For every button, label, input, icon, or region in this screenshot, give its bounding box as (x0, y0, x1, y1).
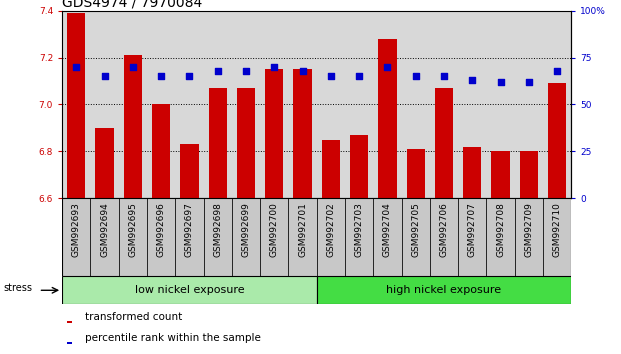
Text: stress: stress (3, 283, 32, 293)
Text: GSM992707: GSM992707 (468, 202, 477, 257)
Bar (232, 198, 260, 276)
Bar (204, 198, 232, 276)
Text: GSM992708: GSM992708 (496, 202, 505, 257)
Text: percentile rank within the sample: percentile rank within the sample (85, 333, 261, 343)
Bar (486, 198, 515, 276)
Bar (152, 104, 170, 198)
Point (524, 79, 534, 85)
Bar (67, 321, 73, 323)
Bar (317, 198, 345, 276)
Text: GSM992695: GSM992695 (129, 202, 137, 257)
Bar (62, 276, 317, 304)
Bar (458, 198, 486, 276)
Bar (402, 198, 430, 276)
Point (383, 64, 392, 70)
Bar (520, 152, 538, 198)
Point (99, 74, 109, 79)
Bar (430, 198, 458, 276)
Bar (317, 276, 571, 304)
Point (241, 68, 251, 74)
Bar (293, 69, 312, 198)
Bar (515, 198, 543, 276)
Bar (350, 135, 368, 198)
Bar (435, 88, 453, 198)
Text: low nickel exposure: low nickel exposure (135, 285, 244, 295)
Point (184, 74, 194, 79)
Bar (543, 198, 571, 276)
Text: GSM992705: GSM992705 (411, 202, 420, 257)
Bar (180, 144, 199, 198)
Bar (548, 83, 566, 198)
Point (270, 64, 279, 70)
Bar (67, 13, 86, 198)
Text: GSM992710: GSM992710 (553, 202, 561, 257)
Bar (62, 198, 91, 276)
Bar (237, 88, 255, 198)
Point (410, 74, 420, 79)
Bar (175, 198, 204, 276)
Text: GSM992697: GSM992697 (185, 202, 194, 257)
Point (326, 74, 336, 79)
Point (354, 74, 364, 79)
Text: high nickel exposure: high nickel exposure (386, 285, 502, 295)
Text: GSM992702: GSM992702 (327, 202, 335, 257)
Point (213, 68, 223, 74)
Text: transformed count: transformed count (85, 312, 183, 322)
Bar (491, 152, 510, 198)
Bar (407, 149, 425, 198)
Bar (378, 39, 397, 198)
Text: GSM992694: GSM992694 (100, 202, 109, 257)
Bar (91, 198, 119, 276)
Point (439, 74, 449, 79)
Point (156, 74, 166, 79)
Bar (67, 342, 73, 343)
Text: GSM992706: GSM992706 (440, 202, 448, 257)
Bar (147, 198, 175, 276)
Bar (463, 147, 481, 198)
Text: GSM992693: GSM992693 (72, 202, 81, 257)
Point (468, 77, 478, 83)
Point (297, 68, 307, 74)
Text: GSM992701: GSM992701 (298, 202, 307, 257)
Point (71, 64, 81, 70)
Text: GSM992700: GSM992700 (270, 202, 279, 257)
Bar (322, 139, 340, 198)
Text: GDS4974 / 7970084: GDS4974 / 7970084 (62, 0, 202, 10)
Point (552, 68, 562, 74)
Text: GSM992703: GSM992703 (355, 202, 364, 257)
Bar (373, 198, 402, 276)
Bar (209, 88, 227, 198)
Bar (345, 198, 373, 276)
Text: GSM992699: GSM992699 (242, 202, 250, 257)
Text: GSM992698: GSM992698 (213, 202, 222, 257)
Bar (124, 55, 142, 198)
Bar (265, 69, 283, 198)
Bar (260, 198, 288, 276)
Text: GSM992696: GSM992696 (156, 202, 166, 257)
Bar (119, 198, 147, 276)
Bar (96, 128, 114, 198)
Text: GSM992709: GSM992709 (524, 202, 533, 257)
Bar (288, 198, 317, 276)
Text: GSM992704: GSM992704 (383, 202, 392, 257)
Point (496, 79, 505, 85)
Point (128, 64, 138, 70)
